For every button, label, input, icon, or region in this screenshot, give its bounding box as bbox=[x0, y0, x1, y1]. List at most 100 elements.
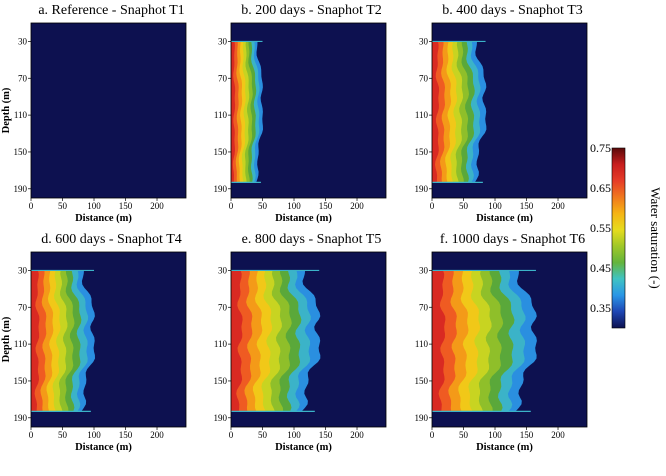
y-tick-label: 70 bbox=[419, 73, 429, 83]
saturation-band bbox=[432, 41, 440, 183]
x-tick-label: 100 bbox=[87, 201, 101, 211]
x-tick-label: 0 bbox=[29, 430, 34, 440]
panel-3: b. 400 days - Snaphot T3 0 50 100 150 200 Dist… bbox=[415, 3, 588, 224]
colorbar-label: Water saturation (-) bbox=[648, 187, 663, 288]
x-tick-label: 200 bbox=[551, 430, 565, 440]
y-tick-label: 150 bbox=[214, 147, 228, 157]
panel-title: b. 400 days - Snaphot T3 bbox=[442, 3, 583, 18]
y-tick-label: 70 bbox=[18, 302, 28, 312]
x-tick-label: 200 bbox=[150, 201, 164, 211]
panel-title: d. 600 days - Snaphot T4 bbox=[41, 232, 182, 247]
x-axis-label: Distance (m) bbox=[275, 213, 332, 224]
panel-2: b. 200 days - Snaphot T2 0 50 100 150 200 Dist… bbox=[214, 3, 387, 224]
y-tick-label: 30 bbox=[419, 36, 429, 46]
y-tick-label: 110 bbox=[415, 339, 429, 349]
panel-frame bbox=[30, 22, 187, 199]
x-tick-label: 150 bbox=[319, 430, 333, 440]
colorbar-tick-label: 0.65 bbox=[590, 181, 611, 195]
panel-frame bbox=[230, 22, 387, 199]
y-tick-label: 30 bbox=[18, 265, 28, 275]
y-tick-label: 110 bbox=[14, 110, 28, 120]
x-tick-label: 0 bbox=[229, 201, 234, 211]
x-tick-label: 50 bbox=[459, 430, 469, 440]
x-axis-label: Distance (m) bbox=[75, 442, 132, 453]
y-tick-label: 110 bbox=[415, 110, 429, 120]
x-tick-label: 150 bbox=[520, 201, 534, 211]
colorbar-gradient bbox=[611, 147, 626, 329]
y-tick-label: 30 bbox=[218, 36, 228, 46]
colorbar: 0.75 0.65 0.55 0.45 0.35 Water saturation (-) bbox=[590, 141, 663, 329]
x-tick-label: 200 bbox=[350, 430, 364, 440]
panel-6: f. 1000 days - Snaphot T6 0 50 100 150 200 Dis… bbox=[415, 232, 588, 453]
y-tick-label: 30 bbox=[419, 265, 429, 275]
x-tick-label: 200 bbox=[350, 201, 364, 211]
panel-5: e. 800 days - Snaphot T5 0 50 100 150 200 Dist… bbox=[214, 232, 387, 453]
colorbar-tick-label: 0.75 bbox=[590, 141, 611, 155]
x-tick-label: 100 bbox=[287, 430, 301, 440]
panel-frame bbox=[230, 251, 387, 428]
y-tick-label: 30 bbox=[18, 36, 28, 46]
x-tick-label: 150 bbox=[319, 201, 333, 211]
panel-background bbox=[31, 23, 186, 198]
panel-frame bbox=[431, 22, 588, 199]
panel-frame bbox=[431, 251, 588, 428]
colorbar-tick-label: 0.55 bbox=[590, 221, 611, 235]
y-tick-label: 70 bbox=[218, 302, 228, 312]
y-tick-label: 70 bbox=[218, 73, 228, 83]
x-axis-label: Distance (m) bbox=[476, 213, 533, 224]
saturation-band bbox=[231, 270, 243, 412]
x-tick-label: 50 bbox=[258, 430, 268, 440]
saturation-band bbox=[31, 270, 40, 412]
y-tick-label: 190 bbox=[214, 413, 228, 423]
y-tick-label: 190 bbox=[415, 184, 429, 194]
y-tick-label: 70 bbox=[18, 73, 28, 83]
panel-1: a. Reference - Snaphot T1 0 50 100 150 200 Dis… bbox=[1, 3, 187, 224]
y-tick-label: 110 bbox=[214, 339, 228, 349]
x-tick-label: 150 bbox=[520, 430, 534, 440]
y-tick-label: 190 bbox=[214, 184, 228, 194]
x-tick-label: 50 bbox=[58, 201, 68, 211]
panel-title: b. 200 days - Snaphot T2 bbox=[241, 3, 382, 18]
x-tick-label: 0 bbox=[430, 201, 435, 211]
panel-title: e. 800 days - Snaphot T5 bbox=[242, 232, 382, 247]
panel-title: a. Reference - Snaphot T1 bbox=[38, 3, 184, 18]
panel-title: f. 1000 days - Snaphot T6 bbox=[440, 232, 585, 247]
y-tick-label: 150 bbox=[14, 147, 28, 157]
x-axis-label: Distance (m) bbox=[476, 442, 533, 453]
saturation-band bbox=[432, 270, 446, 412]
y-tick-label: 70 bbox=[419, 302, 429, 312]
x-tick-label: 100 bbox=[87, 430, 101, 440]
y-tick-label: 190 bbox=[14, 413, 28, 423]
y-tick-label: 30 bbox=[218, 265, 228, 275]
y-tick-label: 150 bbox=[415, 147, 429, 157]
y-tick-label: 150 bbox=[14, 376, 28, 386]
y-tick-label: 190 bbox=[14, 184, 28, 194]
panel-frame bbox=[30, 251, 187, 428]
y-tick-label: 150 bbox=[214, 376, 228, 386]
x-tick-label: 100 bbox=[287, 201, 301, 211]
x-axis-label: Distance (m) bbox=[275, 442, 332, 453]
x-axis-label: Distance (m) bbox=[75, 213, 132, 224]
x-tick-label: 50 bbox=[58, 430, 68, 440]
y-tick-label: 110 bbox=[14, 339, 28, 349]
x-tick-label: 100 bbox=[488, 201, 502, 211]
x-tick-label: 50 bbox=[459, 201, 469, 211]
x-tick-label: 0 bbox=[430, 430, 435, 440]
y-axis-label: Depth (m) bbox=[1, 316, 12, 362]
x-tick-label: 200 bbox=[551, 201, 565, 211]
x-tick-label: 200 bbox=[150, 430, 164, 440]
colorbar-tick-label: 0.45 bbox=[590, 261, 611, 275]
colorbar-tick-label: 0.35 bbox=[590, 301, 611, 315]
x-tick-label: 100 bbox=[488, 430, 502, 440]
y-tick-label: 190 bbox=[415, 413, 429, 423]
x-tick-label: 0 bbox=[29, 201, 34, 211]
y-tick-label: 110 bbox=[214, 110, 228, 120]
x-tick-label: 50 bbox=[258, 201, 268, 211]
saturation-band bbox=[231, 41, 236, 183]
y-tick-label: 150 bbox=[415, 376, 429, 386]
x-tick-label: 0 bbox=[229, 430, 234, 440]
x-tick-label: 150 bbox=[119, 430, 133, 440]
panel-4: d. 600 days - Snaphot T4 0 50 100 150 200 Dist… bbox=[1, 232, 187, 453]
y-axis-label: Depth (m) bbox=[1, 87, 12, 133]
